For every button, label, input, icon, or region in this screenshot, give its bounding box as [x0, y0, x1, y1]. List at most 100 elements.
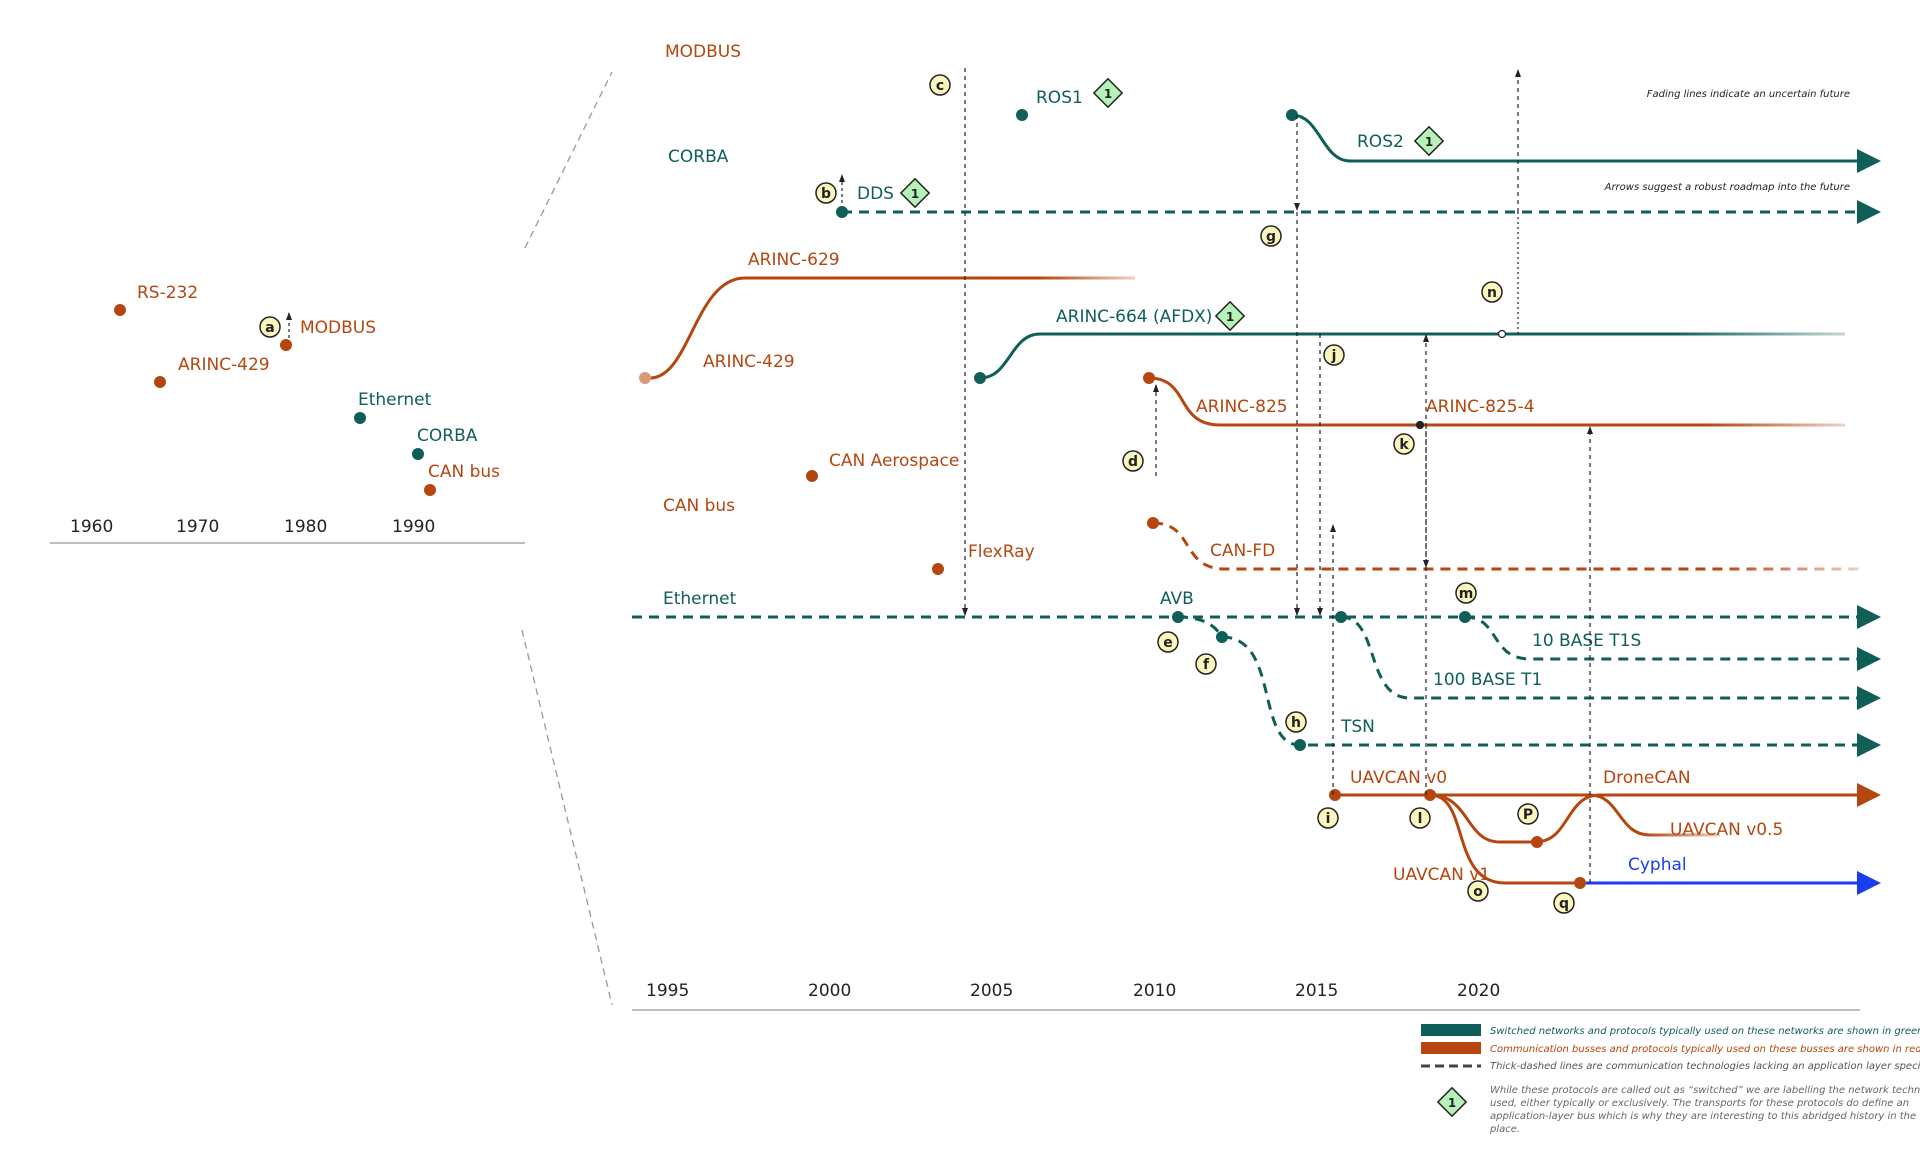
- legend-diamond-line-2: used, either typically or exclusively. T…: [1490, 1098, 1909, 1109]
- dot-k: [1416, 421, 1424, 429]
- label-arinc8254: ARINC-825-4: [1426, 397, 1535, 417]
- marker-g-label: g: [1266, 229, 1276, 245]
- marker-p: P: [1517, 803, 1539, 825]
- dot-uavcan05: [1531, 836, 1543, 848]
- marker-d-label: d: [1128, 454, 1138, 470]
- marker-f-label: f: [1203, 657, 1210, 673]
- zoom-guide-top: [524, 71, 613, 249]
- legend-text-red: Communication busses and protocols typic…: [1490, 1044, 1920, 1055]
- label-canbus: CAN bus: [663, 496, 735, 516]
- marker-k-circle: [1393, 433, 1415, 455]
- label-arinc664: ARINC-664 (AFDX): [1056, 307, 1212, 327]
- marker-i-label: i: [1326, 811, 1331, 827]
- label-dronecan: DroneCAN: [1603, 768, 1691, 788]
- marker-e: e: [1157, 631, 1179, 653]
- dot-canaero: [806, 470, 818, 482]
- marker-q-circle: [1553, 892, 1575, 914]
- legend-text-green: Switched networks and protocols typicall…: [1490, 1026, 1920, 1037]
- inset-dot-arinc429: [154, 376, 166, 388]
- label-10baset1s: 10 BASE T1S: [1532, 631, 1641, 651]
- diamond-arinc664-label: 1: [1226, 310, 1234, 324]
- marker-b-label: b: [821, 186, 831, 202]
- marker-b: b: [815, 182, 837, 204]
- inset-dot-rs232: [114, 304, 126, 316]
- year-1995: 1995: [646, 981, 689, 1001]
- dot-flexray: [932, 563, 944, 575]
- marker-group: b c d e f g h i j k l m n o Pq: [815, 74, 1575, 914]
- inset-year-1970: 1970: [176, 517, 219, 537]
- year-2005: 2005: [970, 981, 1013, 1001]
- dot-n: [1497, 329, 1507, 339]
- marker-f: f: [1195, 653, 1217, 675]
- marker-p-label: P: [1523, 807, 1533, 823]
- zoom-guide-bottom: [521, 629, 613, 1006]
- year-2020: 2020: [1457, 981, 1500, 1001]
- label-corba: CORBA: [668, 147, 729, 167]
- dot-arinc825: [1143, 372, 1155, 384]
- inset-dot-corba: [412, 448, 424, 460]
- year-2015: 2015: [1295, 981, 1338, 1001]
- marker-j-label: j: [1331, 348, 1337, 364]
- label-arinc825: ARINC-825: [1196, 397, 1288, 417]
- inset-label-modbus: MODBUS: [300, 318, 376, 338]
- marker-c-circle: [929, 74, 951, 96]
- line-ros2: [1291, 113, 1881, 173]
- label-dds: DDS: [857, 184, 894, 204]
- diamond-ros2: 1: [1413, 125, 1445, 157]
- marker-h-circle: [1285, 711, 1307, 733]
- legend-diamond-line-3: application-layer bus which is why they …: [1490, 1111, 1920, 1122]
- label-ethernet: Ethernet: [663, 589, 737, 609]
- diamond-dds-label: 1: [911, 187, 919, 201]
- marker-l: l: [1409, 807, 1431, 829]
- line-dronecan: [1429, 783, 1881, 844]
- inset-label-ethernet: Ethernet: [358, 390, 432, 410]
- note-arrows: Arrows suggest a robust roadmap into the…: [1604, 182, 1850, 193]
- marker-o-circle: [1467, 880, 1489, 902]
- marker-j: j: [1323, 344, 1345, 366]
- dependency-arrows: [962, 68, 1593, 883]
- marker-l-circle: [1409, 807, 1431, 829]
- label-uavcan05: UAVCAN v0.5: [1670, 820, 1783, 840]
- marker-q: q: [1553, 892, 1575, 914]
- label-uavcan1: UAVCAN v1: [1393, 865, 1490, 885]
- marker-n: n: [1481, 281, 1503, 303]
- dot-cyphal: [1574, 877, 1586, 889]
- inset-label-rs232: RS-232: [137, 283, 198, 303]
- diamond-ros2-label: 1: [1425, 135, 1433, 149]
- diamond-dds: 1: [899, 177, 931, 209]
- inset-label-corba: CORBA: [417, 426, 478, 446]
- legend-diamond-line-1: While these protocols are called out as …: [1490, 1085, 1920, 1096]
- line-arinc629: [649, 276, 1135, 380]
- year-2010: 2010: [1133, 981, 1176, 1001]
- marker-m: m: [1455, 582, 1477, 604]
- dot-ros1-ros2: [1286, 109, 1298, 121]
- legend-diamond-label: 1: [1448, 1096, 1456, 1110]
- marker-i-circle: [1317, 807, 1339, 829]
- legend-diamond: [1436, 1086, 1468, 1118]
- label-tsn: TSN: [1340, 717, 1375, 737]
- dot-uavcan0: [1329, 789, 1341, 801]
- line-uavcan1: [1429, 793, 1580, 885]
- marker-e-label: e: [1163, 635, 1173, 651]
- marker-h-label: h: [1291, 715, 1301, 731]
- inset-year-1980: 1980: [284, 517, 327, 537]
- label-canaero: CAN Aerospace: [829, 451, 959, 471]
- dot-10baset1s: [1459, 611, 1471, 623]
- year-2000: 2000: [808, 981, 851, 1001]
- note-fading: Fading lines indicate an uncertain futur…: [1647, 89, 1850, 100]
- line-10baset1s: [1464, 615, 1881, 671]
- marker-b-circle: [815, 182, 837, 204]
- marker-j-circle: [1323, 344, 1345, 366]
- label-flexray: FlexRay: [968, 542, 1035, 562]
- legend-diamond-line-4: place.: [1489, 1124, 1520, 1135]
- line-arinc664: [979, 332, 1845, 380]
- marker-l-label: l: [1418, 811, 1423, 827]
- marker-n-circle: [1481, 281, 1503, 303]
- dot-100baset1: [1335, 611, 1347, 623]
- legend-swatch-red: [1421, 1042, 1481, 1054]
- label-ros2: ROS2: [1357, 132, 1404, 152]
- main-timeline: MODBUS ROS1 ROS2 Fading lines indicate a…: [632, 42, 1881, 1011]
- marker-h: h: [1285, 711, 1307, 733]
- label-100baset1: 100 BASE T1: [1433, 670, 1542, 690]
